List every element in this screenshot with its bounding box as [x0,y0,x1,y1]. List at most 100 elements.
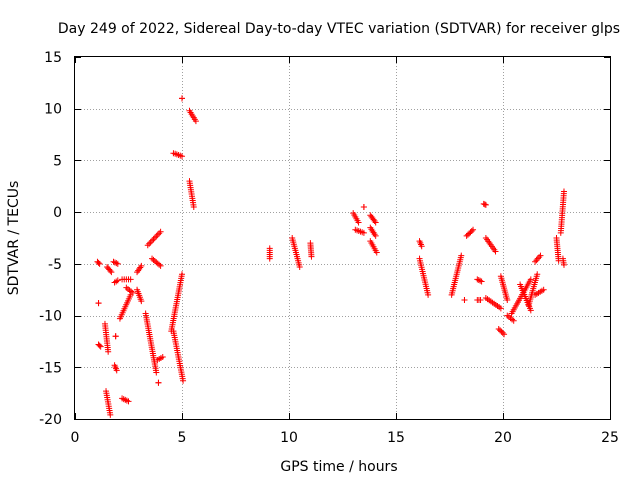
data-point [95,259,102,266]
y-tick-label: -15 [39,360,62,376]
data-point [154,231,161,238]
chart-title: Day 249 of 2022, Sidereal Day-to-day VTE… [58,21,620,37]
data-point [179,95,185,102]
data-point [477,297,484,304]
data-point [477,277,484,284]
data-point [107,411,114,418]
data-point [266,255,273,262]
data-point [470,226,477,233]
data-point [372,219,379,226]
data-point [151,234,158,241]
data-point [308,253,315,260]
x-tick-label: 0 [71,430,80,446]
data-point [146,240,153,247]
data-point [560,188,567,195]
data-point [157,262,164,269]
x-tick-label: 10 [280,430,298,446]
data-point [113,367,120,374]
data-point [540,286,547,293]
data-point [149,237,156,244]
tick-labels: 0 5 10 15 20 25 -20 -15 -10 -5 0 5 10 15 [39,50,619,446]
data-point [482,201,489,208]
axis-ticks [75,57,611,420]
data-point [179,271,185,278]
data-point [373,249,380,256]
y-tick-label: -5 [48,257,62,273]
data-point [110,258,117,265]
data-point [96,342,103,349]
data-point [498,328,505,335]
y-axis-label: SDTVAR / TECUs [6,181,22,296]
x-tick-label: 25 [601,430,619,446]
data-point [468,227,475,234]
data-point [107,267,114,274]
data-point [144,242,151,249]
x-tick-label: 15 [387,430,405,446]
data-point [125,398,132,405]
data-point [155,379,162,386]
data-point [97,343,104,350]
data-point [510,317,517,324]
data-point [497,327,504,334]
data-point [504,297,511,304]
data-point [461,297,468,304]
data-point [532,258,539,265]
data-point [114,260,121,267]
data-point [150,236,157,243]
data-point [114,277,121,284]
data-point [560,261,567,268]
data-point [156,261,163,268]
data-point [180,377,187,384]
data-point [495,326,502,333]
data-point [113,260,120,267]
data-point [475,277,482,284]
data-points [94,95,567,418]
data-point [492,248,499,255]
data-point [138,262,145,269]
data-point [111,259,118,266]
x-tick-label: 5 [178,430,187,446]
data-point [156,230,163,237]
data-point [159,353,166,360]
y-tick-label: -10 [39,309,62,325]
data-point [372,232,379,239]
data-point [425,291,432,298]
data-point [138,298,145,305]
data-point [478,278,485,285]
data-point [127,276,134,283]
data-point [534,255,541,262]
data-point [96,260,103,267]
data-point [527,276,534,283]
data-point [296,263,303,270]
data-point [418,243,425,250]
data-point [112,333,119,340]
data-point [355,219,362,226]
data-point [179,153,185,160]
data-point [458,252,465,259]
data-point [371,218,378,225]
data-point [147,239,154,246]
data-point [192,118,199,125]
data-point [536,254,543,261]
data-point [153,233,160,240]
data-point [534,271,541,278]
data-point [501,331,508,338]
y-tick-label: 0 [53,205,62,221]
data-point [527,307,534,314]
data-point [190,203,197,210]
data-point [360,229,367,236]
y-tick-label: 10 [44,102,62,118]
data-point [481,201,488,208]
x-axis-label: GPS time / hours [280,459,397,475]
data-point [157,228,164,235]
data-point [108,269,115,276]
data-point [474,276,481,283]
data-point [360,203,367,210]
x-tick-label: 20 [494,430,512,446]
y-tick-label: -20 [39,412,62,428]
data-point [537,252,544,259]
plot-frame [74,56,611,420]
data-point [497,305,504,312]
data-point [499,329,506,336]
